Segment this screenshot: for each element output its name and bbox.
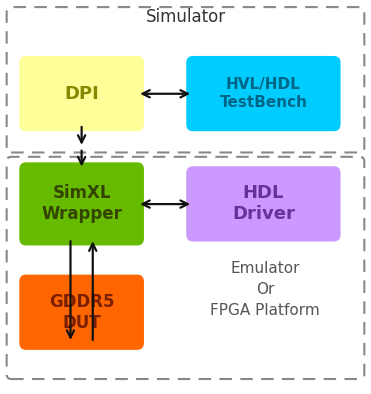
- FancyBboxPatch shape: [186, 56, 341, 131]
- FancyBboxPatch shape: [186, 166, 341, 242]
- Text: GDDR5
DUT: GDDR5 DUT: [49, 293, 114, 332]
- FancyBboxPatch shape: [19, 56, 144, 131]
- Text: SimXL
Wrapper: SimXL Wrapper: [41, 184, 122, 223]
- Text: HVL/HDL
TestBench: HVL/HDL TestBench: [219, 77, 308, 110]
- Text: Emulator
Or
FPGA Platform: Emulator Or FPGA Platform: [210, 261, 320, 318]
- Text: HDL
Driver: HDL Driver: [232, 184, 295, 223]
- Text: DPI: DPI: [64, 85, 99, 102]
- Text: Simulator: Simulator: [145, 8, 226, 26]
- FancyBboxPatch shape: [19, 162, 144, 245]
- FancyBboxPatch shape: [19, 275, 144, 350]
